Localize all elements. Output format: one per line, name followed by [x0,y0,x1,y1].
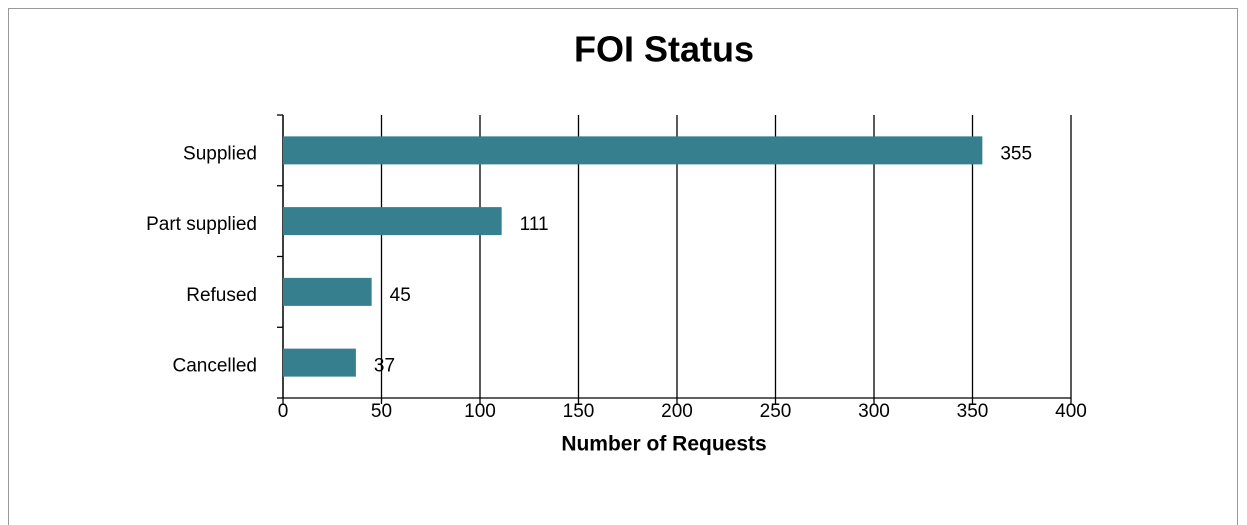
x-tick-label: 250 [760,401,792,422]
chart-title: FOI Status [574,29,754,70]
x-axis-title: Number of Requests [561,433,766,456]
data-label: 45 [390,285,411,306]
y-tick-label: Part supplied [146,214,257,235]
data-label: 37 [374,356,395,377]
bar [283,136,983,165]
x-tick-label: 400 [1055,401,1087,422]
chart-border [8,8,1238,525]
x-tick-label: 0 [278,401,289,422]
bar [283,348,356,377]
bar [283,277,372,306]
x-tick-label: 50 [371,401,392,422]
x-tick-label: 200 [661,401,693,422]
x-tick-label: 100 [464,401,496,422]
x-tick-label: 300 [858,401,890,422]
x-tick-label: 150 [563,401,595,422]
bar [283,207,502,236]
data-label: 111 [520,214,549,235]
y-tick-label: Cancelled [173,356,258,377]
x-tick-label: 350 [957,401,989,422]
data-label: 355 [1000,143,1032,164]
y-tick-label: Supplied [183,143,257,164]
y-tick-label: Refused [186,285,257,306]
